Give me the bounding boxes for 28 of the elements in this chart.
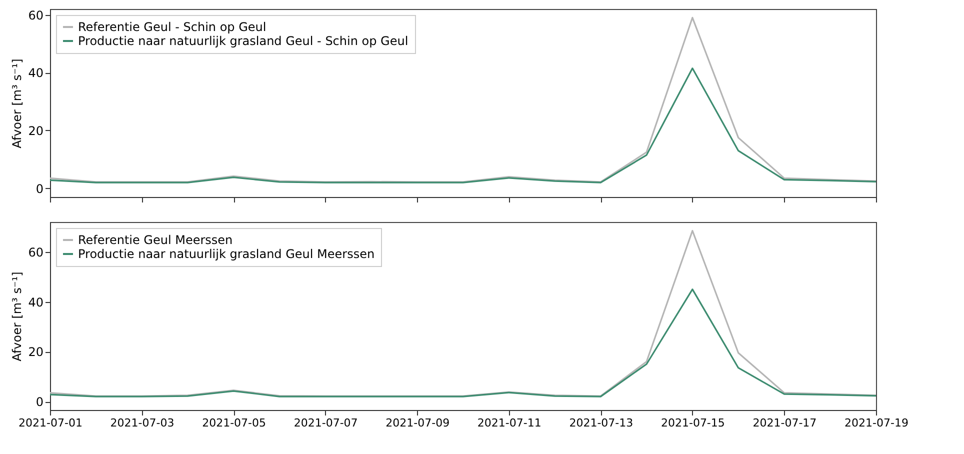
x-tick-label: 2021-07-01 xyxy=(18,416,82,430)
y-tick-label: 60 xyxy=(28,8,44,22)
legend-label: Referentie Geul Meerssen xyxy=(78,233,233,247)
y-tick-label: 20 xyxy=(28,124,44,138)
line-series xyxy=(49,288,877,398)
x-tick-label: 2021-07-09 xyxy=(386,416,450,430)
x-tick-label: 2021-07-17 xyxy=(752,416,817,430)
x-tick-label: 2021-07-11 xyxy=(477,416,542,430)
y-tick-label: 0 xyxy=(36,182,44,196)
x-tick-label: 2021-07-03 xyxy=(110,416,174,430)
y-tick-label: 60 xyxy=(28,245,44,260)
legend-label: Productie naar natuurlijk grasland Geul Meerssen xyxy=(78,247,375,261)
x-tick-label: 2021-07-13 xyxy=(569,416,634,430)
y-axis-title: Afvoer [m³ s⁻¹] xyxy=(10,272,24,362)
line-series xyxy=(49,230,877,397)
x-tick-label: 2021-07-19 xyxy=(844,416,908,430)
y-tick-label: 40 xyxy=(28,66,44,80)
legend-label: Referentie Geul - Schin op Geul xyxy=(78,20,266,34)
y-axis-title: Afvoer [m³ s⁻¹] xyxy=(10,58,24,148)
line-series xyxy=(49,16,877,183)
x-tick-label: 2021-07-05 xyxy=(202,416,266,430)
legend-label: Productie naar natuurlijk grasland Geul - Schin op Geul xyxy=(78,34,408,48)
x-tick-label: 2021-07-15 xyxy=(660,416,725,430)
line-series xyxy=(49,67,877,184)
y-tick-label: 20 xyxy=(28,345,44,360)
y-tick-label: 0 xyxy=(36,395,44,410)
y-tick-label: 40 xyxy=(28,295,44,310)
x-tick-label: 2021-07-07 xyxy=(294,416,358,430)
